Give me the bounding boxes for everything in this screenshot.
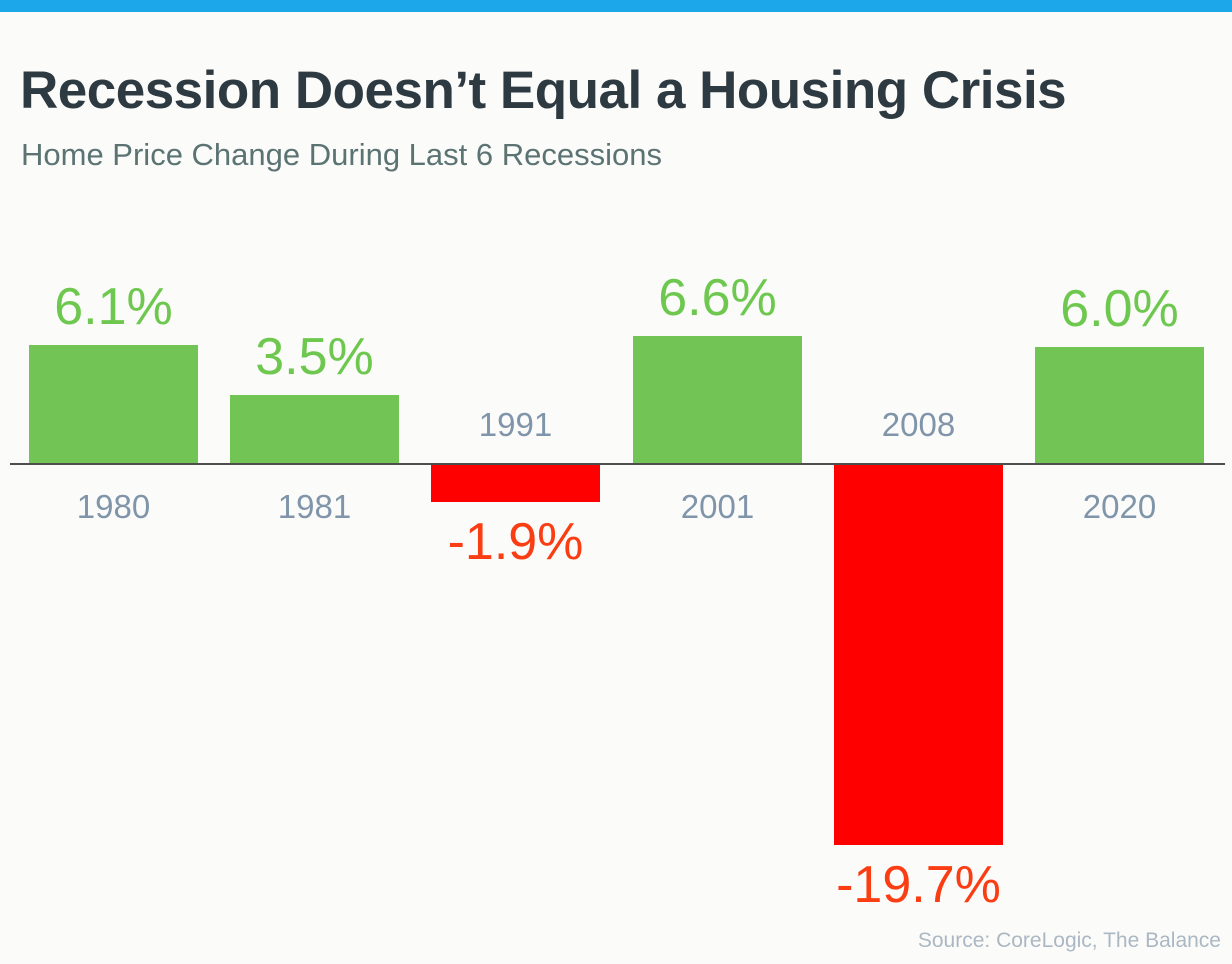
bar-1981 bbox=[230, 395, 399, 463]
category-label-2001: 2001 bbox=[680, 488, 755, 525]
chart-baseline-axis bbox=[10, 463, 1225, 465]
bar-1991 bbox=[431, 465, 600, 502]
source-credit: Source: CoreLogic, The Balance bbox=[917, 929, 1221, 952]
page-subtitle: Home Price Change During Last 6 Recessio… bbox=[21, 137, 662, 172]
value-label-1981: 3.5% bbox=[255, 328, 374, 386]
value-label-1991: -1.9% bbox=[447, 513, 584, 571]
value-label-2020: 6.0% bbox=[1060, 280, 1179, 338]
bar-2001 bbox=[633, 336, 802, 463]
value-label-1980: 6.1% bbox=[54, 278, 173, 336]
top-accent-bar bbox=[0, 0, 1232, 12]
bar-2008 bbox=[834, 465, 1003, 845]
bar-2020 bbox=[1035, 347, 1204, 463]
category-label-1981: 1981 bbox=[277, 488, 352, 525]
category-label-2008: 2008 bbox=[881, 406, 956, 443]
category-label-1991: 1991 bbox=[478, 406, 553, 443]
value-label-2008: -19.7% bbox=[836, 856, 1001, 914]
bar-1980 bbox=[29, 345, 198, 463]
category-label-2020: 2020 bbox=[1082, 488, 1157, 525]
page-title: Recession Doesn’t Equal a Housing Crisis bbox=[20, 61, 1067, 120]
value-label-2001: 6.6% bbox=[658, 269, 777, 327]
category-label-1980: 1980 bbox=[76, 488, 151, 525]
